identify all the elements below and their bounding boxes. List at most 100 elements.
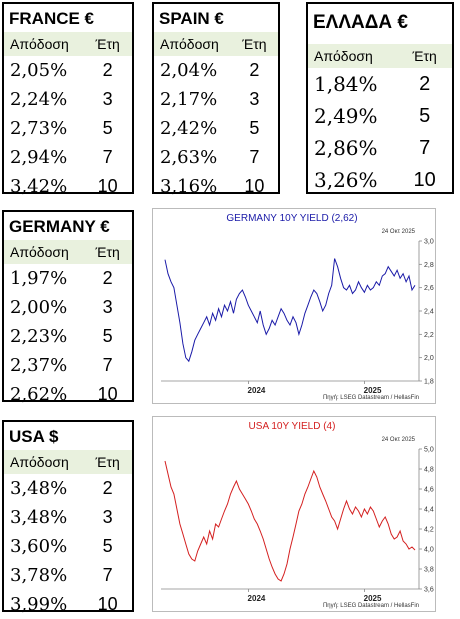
table-header: Απόδοση Έτη (154, 32, 278, 56)
yield-value: 3,42% (10, 176, 68, 197)
table-row: 2,49% 5 (308, 100, 452, 132)
table-row: 3,60% 5 (4, 532, 132, 561)
years-value: 2 (102, 268, 113, 288)
years-header: Έτη (95, 36, 120, 52)
years-value: 3 (249, 89, 260, 109)
chart-title: USA 10Y YIELD (4) (249, 421, 336, 432)
y-tick-label: 2,8 (424, 262, 434, 269)
y-tick-label: 4,2 (424, 527, 434, 534)
table-france: FRANCE € Απόδοση Έτη 2,05% 2 2,24% 3 2,73% 5 2… (2, 2, 134, 197)
table-row: 3,48% 3 (4, 503, 132, 532)
table-row: 2,73% 5 (4, 114, 132, 143)
table-header: Απόδοση Έτη (308, 44, 452, 68)
chart-title: GERMANY 10Y YIELD (2,62) (226, 213, 357, 224)
years-value: 5 (102, 536, 113, 556)
table-rows: 2,05% 2 2,24% 3 2,73% 5 2,94% 7 3,42% 10 (4, 56, 132, 201)
yield-value: 2,17% (160, 89, 218, 110)
years-value: 7 (249, 147, 260, 167)
years-value: 5 (249, 118, 260, 138)
series-line (164, 460, 416, 582)
table-header: Απόδοση Έτη (4, 32, 132, 56)
years-header: Έτη (95, 454, 120, 470)
yield-value: 2,94% (10, 147, 68, 168)
table-row: 1,84% 2 (308, 68, 452, 100)
table-title: FRANCE € (9, 9, 95, 28)
years-value: 7 (419, 136, 431, 159)
yield-value: 3,48% (10, 507, 68, 528)
years-value: 3 (102, 89, 113, 109)
y-tick-label: 2,0 (424, 355, 434, 362)
table-usa: USA $ Απόδοση Έτη 3,48% 2 3,48% 3 3,60% 5 3,78… (2, 420, 134, 615)
table-rows: 2,04% 2 2,17% 3 2,42% 5 2,63% 7 3,16% 10 (154, 56, 278, 201)
years-value: 10 (97, 384, 118, 404)
table-rows: 1,84% 2 2,49% 5 2,86% 7 3,26% 10 (308, 68, 452, 196)
y-tick-label: 5,0 (424, 447, 434, 454)
y-tick-label: 4,8 (424, 467, 434, 474)
yield-header: Απόδοση (314, 48, 373, 64)
yield-header: Απόδοση (10, 36, 69, 52)
x-tick-label: 2024 (248, 594, 266, 603)
years-value: 2 (102, 478, 113, 498)
years-value: 10 (97, 176, 118, 196)
chart-date: 24 Οκτ 2025 (382, 229, 416, 235)
usa-yield-chart: USA 10Y YIELD (4) 24 Οκτ 2025 5,0 4,8 4,6 4,4… (152, 416, 436, 612)
table-row: 2,94% 7 (4, 143, 132, 172)
years-value: 2 (419, 72, 431, 95)
table-row: 2,63% 7 (154, 143, 278, 172)
table-row: 3,26% 10 (308, 164, 452, 196)
years-header: Έτη (242, 36, 267, 52)
years-value: 3 (102, 507, 113, 527)
y-tick-label: 1,8 (424, 379, 434, 386)
yield-value: 2,73% (10, 118, 68, 139)
table-row: 2,23% 5 (4, 322, 132, 351)
table-row: 2,37% 7 (4, 351, 132, 380)
yield-value: 2,00% (10, 297, 68, 318)
table-row: 2,17% 3 (154, 85, 278, 114)
chart-svg: GERMANY 10Y YIELD (2,62) 24 Οκτ 2025 3,0 2,… (161, 213, 434, 401)
yield-value: 1,84% (314, 72, 378, 96)
table-title: USA $ (9, 427, 59, 446)
y-tick-label: 3,8 (424, 567, 434, 574)
germany-yield-chart: GERMANY 10Y YIELD (2,62) 24 Οκτ 2025 3,0 2,… (152, 208, 436, 404)
yield-value: 3,26% (314, 168, 378, 192)
y-tick-label: 4,0 (424, 547, 434, 554)
years-value: 10 (413, 168, 436, 191)
table-row: 2,24% 3 (4, 85, 132, 114)
table-row: 2,04% 2 (154, 56, 278, 85)
years-value: 5 (419, 104, 431, 127)
table-row: 2,00% 3 (4, 293, 132, 322)
yield-value: 3,16% (160, 176, 218, 197)
years-value: 10 (97, 594, 118, 614)
table-title: ΕΛΛΑΔΑ € (313, 12, 408, 33)
series-line (164, 258, 416, 363)
table-row: 3,42% 10 (4, 172, 132, 201)
yield-value: 2,49% (314, 104, 378, 128)
years-header: Έτη (95, 244, 120, 260)
yield-header: Απόδοση (10, 454, 69, 470)
years-value: 3 (102, 297, 113, 317)
yield-value: 2,37% (10, 355, 68, 376)
yield-header: Απόδοση (10, 244, 69, 260)
table-header: Απόδοση Έτη (4, 240, 132, 264)
yield-value: 1,97% (10, 268, 68, 289)
y-tick-label: 2,6 (424, 285, 434, 292)
y-tick-label: 4,6 (424, 487, 434, 494)
table-row: 2,62% 10 (4, 380, 132, 409)
x-tick-label: 2025 (364, 386, 382, 395)
years-header: Έτη (412, 48, 437, 64)
table-spain: SPAIN € Απόδοση Έτη 2,04% 2 2,17% 3 2,42% 5 2,… (152, 2, 280, 197)
yield-value: 2,23% (10, 326, 68, 347)
chart-source: Πηγή: LSEG Datastream / HellasFin (323, 602, 419, 609)
y-tick-label: 3,6 (424, 587, 434, 594)
table-row: 3,16% 10 (154, 172, 278, 201)
table-title: SPAIN € (159, 9, 224, 28)
chart-svg: USA 10Y YIELD (4) 24 Οκτ 2025 5,0 4,8 4,6 4,4… (161, 421, 434, 609)
x-tick-label: 2024 (248, 386, 266, 395)
yield-value: 3,48% (10, 478, 68, 499)
y-tick-label: 4,4 (424, 507, 434, 514)
yield-value: 2,04% (160, 60, 218, 81)
years-value: 2 (102, 60, 113, 80)
table-row: 2,05% 2 (4, 56, 132, 85)
table-germany: GERMANY € Απόδοση Έτη 1,97% 2 2,00% 3 2,23% 5… (2, 210, 134, 405)
y-tick-label: 2,2 (424, 332, 434, 339)
